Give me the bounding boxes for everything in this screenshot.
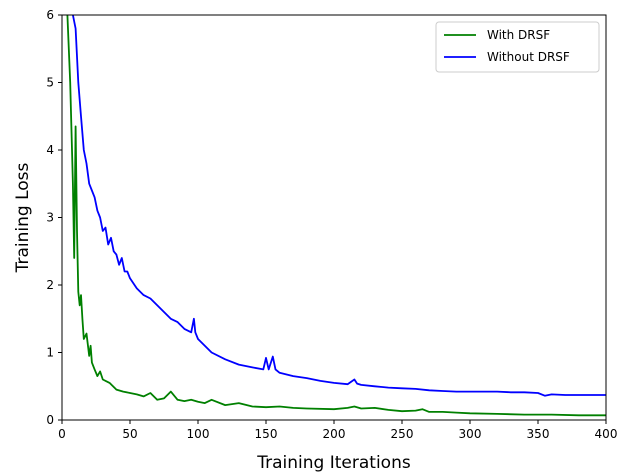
x-tick-label: 350 bbox=[527, 427, 550, 441]
x-tick-label: 200 bbox=[323, 427, 346, 441]
series-line-without-drsf bbox=[72, 15, 606, 397]
legend: With DRSF Without DRSF bbox=[435, 21, 600, 73]
x-tick-label: 150 bbox=[255, 427, 278, 441]
x-tick-label: 50 bbox=[122, 427, 137, 441]
y-tick-label: 6 bbox=[46, 8, 54, 22]
x-axis-ticks: 0 50 100 150 200 250 300 350 400 bbox=[58, 420, 617, 441]
x-tick-label: 300 bbox=[459, 427, 482, 441]
series-layer bbox=[66, 15, 606, 417]
series-line-with-drsf bbox=[66, 15, 606, 417]
y-tick-label: 1 bbox=[46, 346, 54, 360]
y-tick-label: 0 bbox=[46, 413, 54, 427]
legend-label-with-drsf: With DRSF bbox=[487, 28, 550, 42]
legend-box bbox=[435, 21, 600, 73]
y-axis-title: Training Loss bbox=[13, 162, 33, 273]
legend-label-without-drsf: Without DRSF bbox=[487, 50, 570, 64]
y-tick-label: 2 bbox=[46, 278, 54, 292]
y-axis-ticks: 0 1 2 3 4 5 6 bbox=[46, 8, 62, 427]
plot-area bbox=[61, 14, 607, 421]
x-tick-label: 100 bbox=[187, 427, 210, 441]
y-tick-label: 4 bbox=[46, 143, 54, 157]
x-axis-title: Training Iterations bbox=[256, 453, 411, 472]
plot-frame bbox=[61, 14, 607, 421]
x-tick-label: 0 bbox=[58, 427, 66, 441]
y-tick-label: 5 bbox=[46, 76, 54, 90]
x-tick-label: 400 bbox=[595, 427, 618, 441]
y-tick-label: 3 bbox=[46, 211, 54, 225]
x-tick-label: 250 bbox=[391, 427, 414, 441]
